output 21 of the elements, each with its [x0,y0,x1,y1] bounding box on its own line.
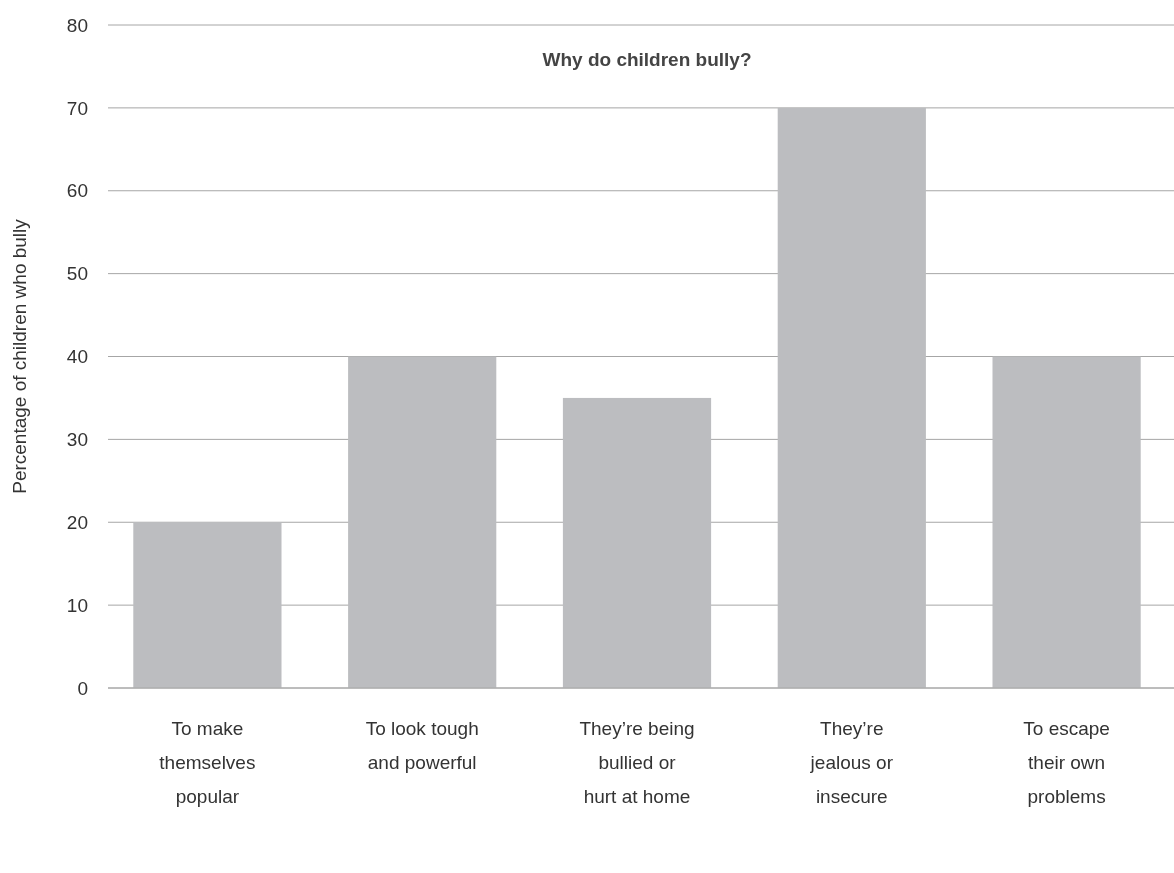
y-tick-label: 60 [66,180,88,202]
y-tick-label: 20 [66,511,88,533]
bar [777,107,926,688]
bar [133,522,282,688]
x-tick-label: To make themselves popular [159,718,256,807]
y-tick-label: 70 [66,97,88,119]
bar [562,397,712,688]
y-tick-label: 0 [77,677,88,699]
x-tick-label: To look tough and powerful [365,718,479,773]
y-axis-title: Percentage of children who bully [9,218,30,494]
y-tick-label: 80 [66,14,88,36]
y-tick-label: 40 [66,346,88,368]
x-tick-label: They’re jealous or insecure [809,718,894,807]
bar [348,356,497,688]
text: Why do children bully? [542,49,752,70]
y-tick-label: 10 [66,594,88,616]
y-tick-label: 30 [66,429,88,451]
y-tick-label: 50 [66,263,88,285]
bar [992,356,1141,688]
x-tick-label: To escape their own problems [1023,718,1110,807]
x-tick-label: They’re being bullied or hurt at home [579,718,695,807]
